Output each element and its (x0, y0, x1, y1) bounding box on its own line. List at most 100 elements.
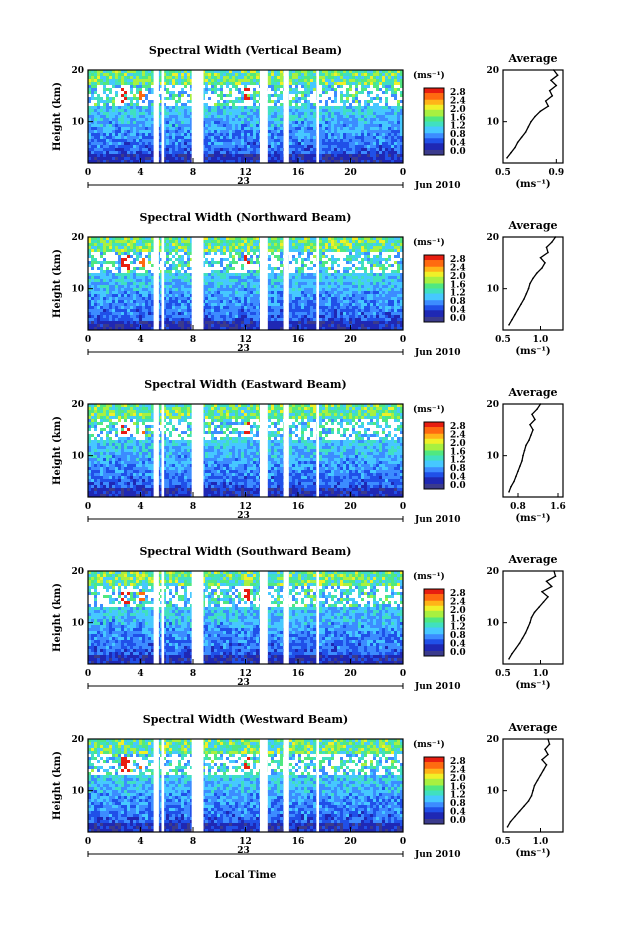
heatmap-cell (133, 112, 136, 115)
heatmap-cell (292, 294, 295, 297)
heatmap-cell (220, 243, 223, 246)
heatmap-cell (340, 151, 343, 154)
heatmap-cell (145, 321, 148, 324)
heatmap-cell (88, 300, 91, 303)
heatmap-cell (151, 145, 154, 148)
heatmap-cell (124, 303, 127, 306)
heatmap-cell (214, 282, 217, 285)
heatmap-cell (217, 130, 220, 133)
heatmap-cell (103, 261, 106, 264)
heatmap-cell (163, 124, 166, 127)
heatmap-cell (274, 154, 277, 157)
heatmap-cell (244, 73, 247, 76)
heatmap-cell (349, 145, 352, 148)
heatmap-cell (217, 103, 220, 106)
heatmap-cell (250, 279, 253, 282)
colorbar-tick-label: 1.2 (450, 122, 466, 132)
heatmap-cell (187, 79, 190, 82)
heatmap-cell (184, 327, 187, 330)
heatmap-cell (229, 273, 232, 276)
heatmap-cell (400, 133, 403, 136)
heatmap-cell (253, 97, 256, 100)
heatmap-cell (340, 124, 343, 127)
heatmap-cell (256, 76, 259, 79)
heatmap-cell (397, 106, 400, 109)
heatmap-cell (226, 94, 229, 97)
heatmap-cell (115, 121, 118, 124)
heatmap-cell (172, 82, 175, 85)
heatmap-cell (340, 142, 343, 145)
heatmap-cell (109, 294, 112, 297)
heatmap-cell (187, 154, 190, 157)
heatmap-cell (226, 264, 229, 267)
heatmap-cell (388, 136, 391, 139)
heatmap-cell (370, 124, 373, 127)
heatmap-cell (247, 148, 250, 151)
heatmap-cell (94, 276, 97, 279)
heatmap-cell (385, 127, 388, 130)
heatmap-cell (94, 312, 97, 315)
heatmap-cell (166, 258, 169, 261)
heatmap-cell (184, 264, 187, 267)
heatmap-cell (91, 306, 94, 309)
heatmap-cell (184, 276, 187, 279)
heatmap-cell (250, 237, 253, 240)
heatmap-cell (94, 324, 97, 327)
heatmap-cell (178, 100, 181, 103)
heatmap-cell (367, 91, 370, 94)
heatmap-cell (397, 70, 400, 73)
heatmap-cell (211, 145, 214, 148)
heatmap-cell (133, 160, 136, 163)
heatmap-cell (322, 112, 325, 115)
heatmap-cell (133, 291, 136, 294)
heatmap-cell (400, 157, 403, 160)
heatmap-cell (346, 88, 349, 91)
heatmap-cell (133, 261, 136, 264)
heatmap-cell (88, 76, 91, 79)
heatmap-cell (169, 106, 172, 109)
heatmap-cell (292, 321, 295, 324)
heatmap-cell (277, 318, 280, 321)
heatmap-cell (100, 76, 103, 79)
heatmap-cell (241, 82, 244, 85)
heatmap-cell (163, 85, 166, 88)
heatmap-cell (178, 70, 181, 73)
heatmap-cell (133, 309, 136, 312)
heatmap-cell (136, 112, 139, 115)
heatmap-cell (238, 249, 241, 252)
heatmap-cell (175, 309, 178, 312)
heatmap-cell (112, 124, 115, 127)
heatmap-cell (211, 297, 214, 300)
heatmap-cell (124, 154, 127, 157)
heatmap-cell (310, 139, 313, 142)
heatmap-cell (292, 237, 295, 240)
heatmap-cell (208, 142, 211, 145)
heatmap-cell (355, 73, 358, 76)
heatmap-cell (325, 160, 328, 163)
heatmap-cell (268, 264, 271, 267)
heatmap-cell (250, 145, 253, 148)
heatmap-cell (397, 160, 400, 163)
heatmap-cell (298, 106, 301, 109)
heatmap-cell (289, 88, 292, 91)
heatmap-cell (106, 306, 109, 309)
heatmap-cell (271, 273, 274, 276)
heatmap-cell (148, 130, 151, 133)
heatmap-cell (121, 79, 124, 82)
heatmap-cell (169, 252, 172, 255)
heatmap-cell (352, 139, 355, 142)
average-profile-point (547, 105, 550, 107)
heatmap-cell (142, 318, 145, 321)
heatmap-cell (220, 273, 223, 276)
heatmap-cell (115, 240, 118, 243)
heatmap-cell (178, 121, 181, 124)
heatmap-cell (220, 136, 223, 139)
heatmap-cell (253, 157, 256, 160)
heatmap-cell (325, 106, 328, 109)
heatmap-cell (340, 136, 343, 139)
heatmap-cell (175, 306, 178, 309)
heatmap-cell (310, 124, 313, 127)
heatmap-cell (130, 246, 133, 249)
heatmap-cell (211, 130, 214, 133)
heatmap-cell (121, 309, 124, 312)
